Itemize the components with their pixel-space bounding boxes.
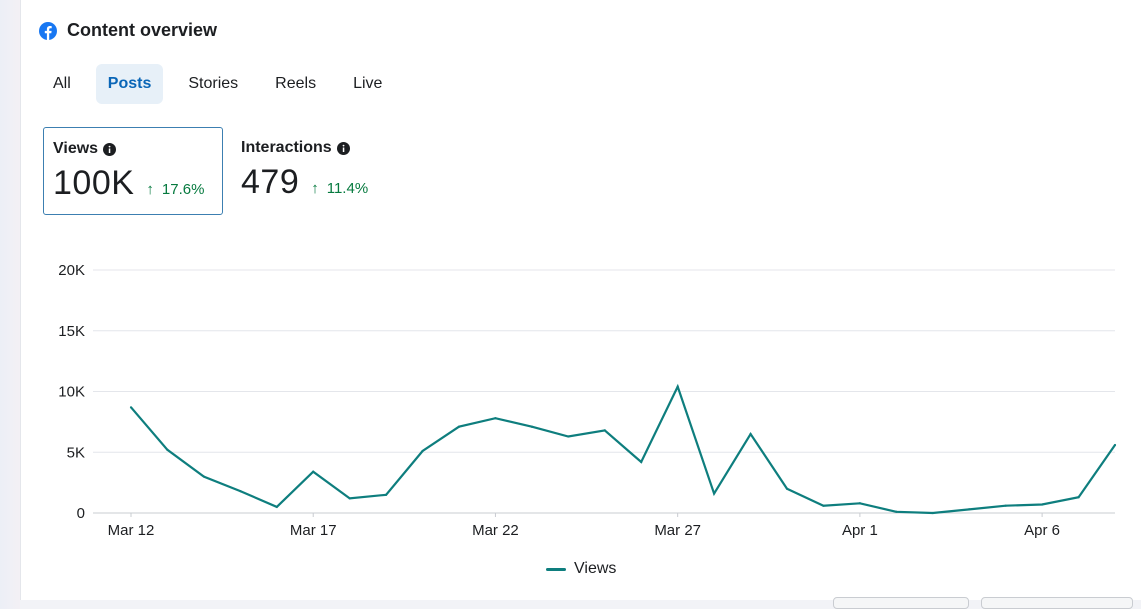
data-point — [129, 406, 133, 409]
interactions-change-value: 11.4% — [326, 180, 369, 197]
data-point — [421, 449, 424, 453]
interactions-metric-values: 479 ↑ 11.4% — [241, 163, 423, 202]
data-point — [457, 425, 461, 428]
data-point — [749, 432, 752, 436]
tab-stories[interactable]: Stories — [188, 75, 239, 92]
info-icon[interactable] — [336, 141, 350, 155]
content-tabs: All Posts Stories Reels Live — [41, 64, 407, 104]
y-tick-label: 10K — [58, 384, 85, 401]
data-point — [1113, 443, 1117, 447]
data-point — [895, 510, 898, 513]
x-tick-label: Apr 1 — [842, 522, 878, 539]
views-line-chart: 0 5K 10K 15K 20K Mar 12 Mar 17 Mar 22 Mar 27 Apr … — [58, 262, 1117, 539]
data-point — [1041, 503, 1044, 506]
data-point — [1004, 504, 1007, 507]
content-overview-card: Content overview All Posts Stories Reels… — [20, 0, 1141, 609]
chart-legend[interactable]: Views — [546, 560, 616, 578]
views-metric-header: Views — [53, 140, 213, 158]
x-tick-label: Mar 22 — [472, 522, 519, 539]
data-point — [385, 493, 388, 496]
arrow-up-icon: ↑ — [146, 181, 154, 198]
interactions-metric-value: 479 — [241, 163, 300, 201]
footer-button[interactable] — [981, 597, 1133, 609]
data-point — [166, 448, 169, 451]
data-point — [312, 470, 315, 473]
data-point — [494, 417, 497, 420]
legend-swatch-views — [546, 567, 566, 571]
data-point — [348, 497, 351, 500]
views-metric-card[interactable]: Views 100K ↑ 17.6% — [43, 127, 223, 215]
x-tick-label: Mar 17 — [290, 522, 337, 539]
data-point — [640, 460, 643, 464]
tab-all[interactable]: All — [53, 75, 71, 92]
interactions-metric-change: ↑ 11.4% — [311, 180, 368, 197]
data-point — [202, 475, 205, 478]
facebook-icon — [39, 21, 57, 40]
data-point — [530, 425, 533, 428]
interactions-metric-card[interactable]: Interactions 479 ↑ 11.4% — [232, 127, 432, 215]
y-tick-label: 0 — [77, 505, 85, 522]
data-point — [676, 385, 679, 388]
legend-label-views: Views — [574, 560, 617, 577]
card-header: Content overview — [39, 20, 217, 41]
x-tick-label: Apr 6 — [1024, 522, 1060, 539]
x-tick-label: Mar 27 — [654, 522, 701, 539]
data-point — [567, 435, 570, 438]
y-tick-label: 15K — [58, 323, 85, 340]
views-metric-change: ↑ 17.6% — [146, 181, 204, 198]
data-point — [785, 487, 789, 490]
series-line-views — [130, 383, 1116, 515]
interactions-metric-header: Interactions — [241, 139, 423, 157]
views-metric-value: 100K — [53, 164, 135, 202]
info-icon[interactable] — [103, 142, 117, 156]
arrow-up-icon: ↑ — [311, 180, 319, 197]
x-tick-label: Mar 12 — [108, 522, 155, 539]
data-point — [1077, 496, 1080, 499]
interactions-metric-label: Interactions — [241, 139, 332, 156]
y-tick-label: 20K — [58, 262, 85, 279]
data-point — [822, 504, 825, 507]
data-point — [239, 490, 242, 493]
views-metric-label: Views — [53, 140, 99, 157]
views-change-value: 17.6% — [161, 181, 205, 198]
data-point — [931, 511, 934, 515]
tab-live[interactable]: Live — [353, 75, 383, 92]
data-point — [603, 429, 606, 432]
y-tick-label: 5K — [67, 444, 85, 461]
data-point — [713, 492, 716, 495]
tab-posts[interactable]: Posts — [95, 64, 164, 104]
tab-reels[interactable]: Reels — [275, 75, 317, 92]
data-point — [968, 508, 971, 511]
views-metric-values: 100K ↑ 17.6% — [53, 164, 213, 203]
data-point — [858, 502, 861, 505]
page-title: Content overview — [67, 20, 218, 40]
data-point — [275, 505, 278, 509]
footer-button[interactable] — [833, 597, 969, 609]
